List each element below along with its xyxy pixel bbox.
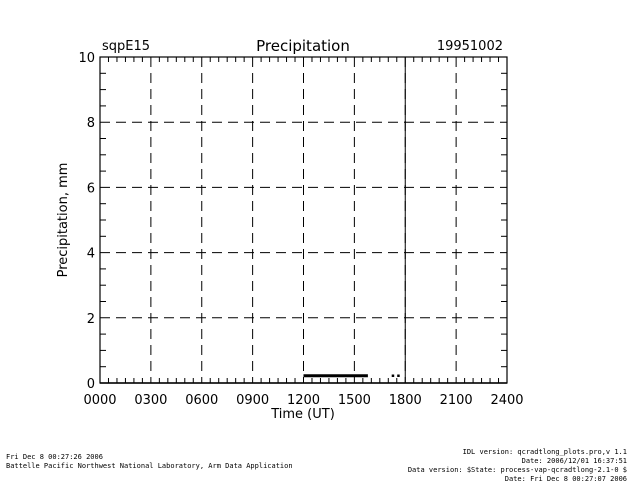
x-axis-label: Time (UT) (270, 407, 335, 422)
x-tick-label: 0000 (83, 393, 116, 408)
x-tick-label: 1200 (287, 393, 320, 408)
y-tick-label: 4 (87, 247, 95, 262)
x-tick-label: 0300 (134, 393, 167, 408)
y-axis-label: Precipitation, mm (56, 163, 71, 278)
grid-lines (100, 57, 507, 383)
y-tick-label: 6 (87, 181, 95, 196)
x-tick-label: 1500 (338, 393, 371, 408)
y-tick-label: 10 (78, 51, 95, 66)
footer-idl-version: IDL version: qcradtlong_plots.pro,v 1.1 (462, 448, 627, 456)
footer-data-version: Data version: $State: process-vap-qcradt… (407, 466, 627, 474)
footer-organization: Battelle Pacific Northwest National Labo… (6, 462, 293, 470)
footer-right: IDL version: qcradtlong_plots.pro,v 1.1 … (408, 448, 627, 484)
x-tick-label: 2400 (490, 393, 523, 408)
y-tick-label: 8 (87, 116, 95, 131)
footer-left: Fri Dec 8 00:27:26 2006 Battelle Pacific… (6, 453, 293, 471)
x-tick-label: 0900 (236, 393, 269, 408)
date-label: 19951002 (437, 39, 503, 54)
chart-title: Precipitation (256, 37, 350, 55)
footer-idl-date: Date: 2006/12/01 16:37:51 (521, 457, 627, 465)
x-tick-label: 2100 (440, 393, 473, 408)
precipitation-chart: 0000 0300 0600 0900 1200 1500 1800 2100 2400 0 2 4… (56, 37, 524, 422)
x-tick-label: 0600 (185, 393, 218, 408)
y-tick-label: 0 (87, 377, 95, 392)
x-tick-labels: 0000 0300 0600 0900 1200 1500 1800 2100 2400 (83, 393, 523, 408)
footer-data-date: Date: Fri Dec 8 00:27:07 2006 (504, 475, 627, 483)
footer-timestamp: Fri Dec 8 00:27:26 2006 (6, 453, 103, 461)
y-tick-label: 2 (87, 312, 95, 327)
x-tick-label: 1800 (389, 393, 422, 408)
site-label: sqpE15 (102, 39, 150, 54)
axis-ticks (100, 57, 507, 383)
y-tick-labels: 0 2 4 6 8 10 (78, 51, 95, 392)
